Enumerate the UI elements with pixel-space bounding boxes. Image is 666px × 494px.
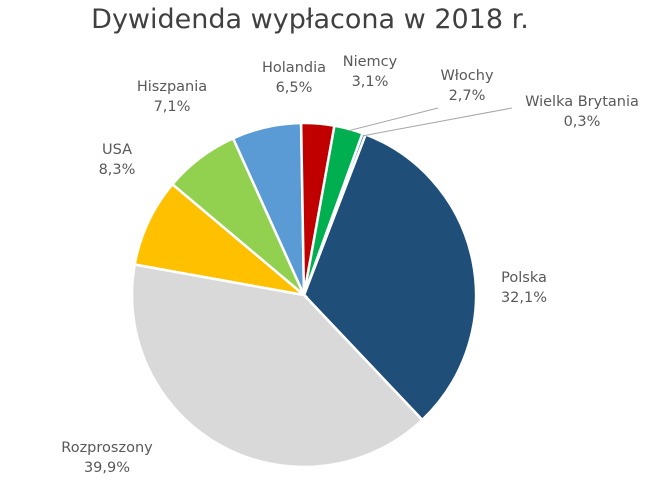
slice-label-wlochy: Włochy 2,7% [440,66,493,106]
slice-name: Niemcy [342,54,398,70]
slice-label-wielka-brytania: Wielka Brytania 0,3% [525,92,639,132]
slice-value: 8,3% [98,162,136,178]
slice-label-usa: USA 8,3% [99,140,136,180]
pie-slice-wielka-brytania [302,131,368,296]
slice-label-rozproszony: Rozproszony 39,9% [61,438,152,478]
slice-name: Rozproszony [61,440,153,456]
slice-label-niemcy: Niemcy 3,1% [343,52,397,92]
slice-value: 0,3% [563,114,601,130]
slice-value: 7,1% [153,99,191,115]
slice-name: Holandia [262,60,326,76]
slice-value: 32,1% [500,290,548,306]
slice-value: 39,9% [83,460,131,476]
slice-label-hiszpania: Hiszpania 7,1% [137,77,207,117]
leader-line [363,107,513,137]
slice-label-holandia: Holandia 6,5% [262,58,326,98]
leader-line [348,107,439,132]
slice-name: Polska [501,270,547,286]
slice-name: USA [101,142,132,158]
pie-slice-polska [302,132,478,422]
slice-name: Włochy [440,68,494,84]
pie-slice-usa [133,182,309,298]
chart-title: Dywidenda wypłacona w 2018 r. [91,4,529,35]
slice-value: 2,7% [448,88,486,104]
slice-value: 6,5% [275,80,313,96]
slice-label-polska: Polska 32,1% [501,268,547,308]
slice-name: Wielka Brytania [525,94,639,110]
slice-name: Hiszpania [136,79,208,95]
slice-value: 3,1% [351,74,389,90]
pie-slice-rozproszony [130,263,425,469]
